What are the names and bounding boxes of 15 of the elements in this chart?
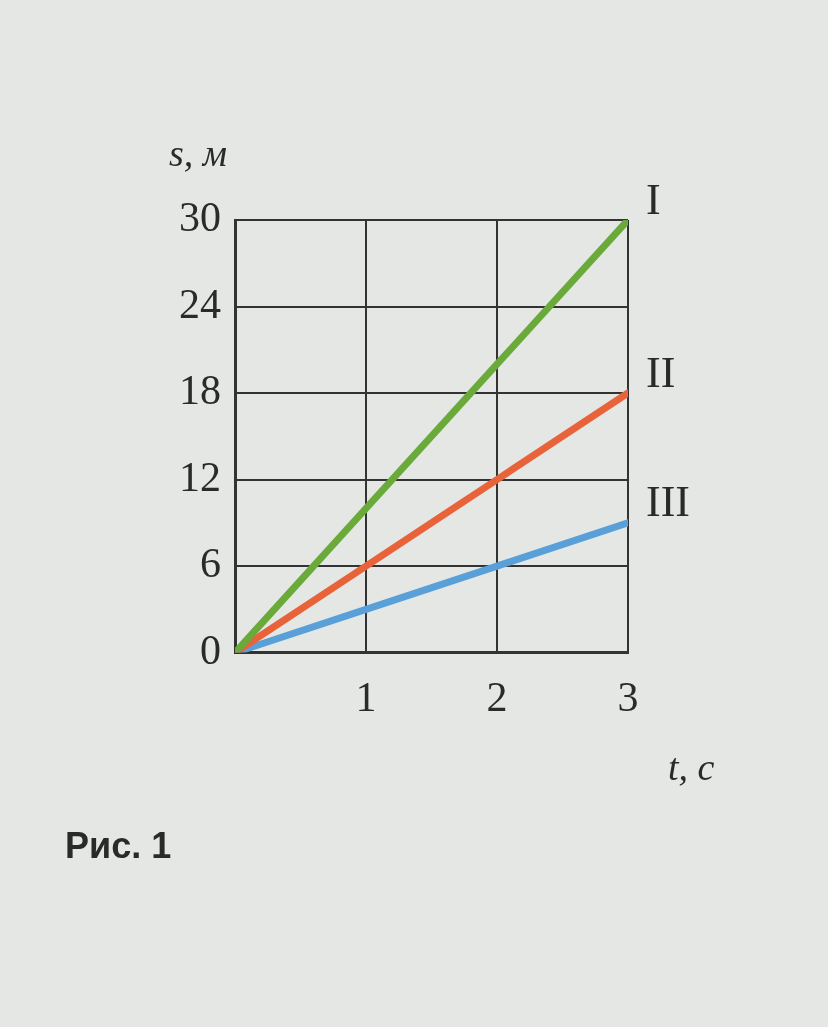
x-tick-label: 3 bbox=[617, 673, 639, 720]
y-tick-label: 18 bbox=[179, 367, 221, 414]
series-label: II bbox=[646, 347, 676, 397]
y-tick-label: 0 bbox=[200, 626, 221, 673]
series-label: III bbox=[646, 477, 690, 527]
y-axis-title: s, м bbox=[168, 131, 227, 174]
x-tick-label: 1 bbox=[355, 673, 377, 720]
y-tick-label: 24 bbox=[179, 280, 221, 327]
x-axis-title: t, с bbox=[668, 745, 715, 788]
x-tick-label: 2 bbox=[486, 673, 508, 720]
text: Рис. 1 bbox=[65, 824, 172, 866]
y-tick-label: 6 bbox=[200, 540, 221, 587]
y-tick-label: 30 bbox=[179, 194, 221, 241]
y-tick-label: 12 bbox=[179, 453, 221, 500]
series-label: I bbox=[646, 174, 661, 224]
